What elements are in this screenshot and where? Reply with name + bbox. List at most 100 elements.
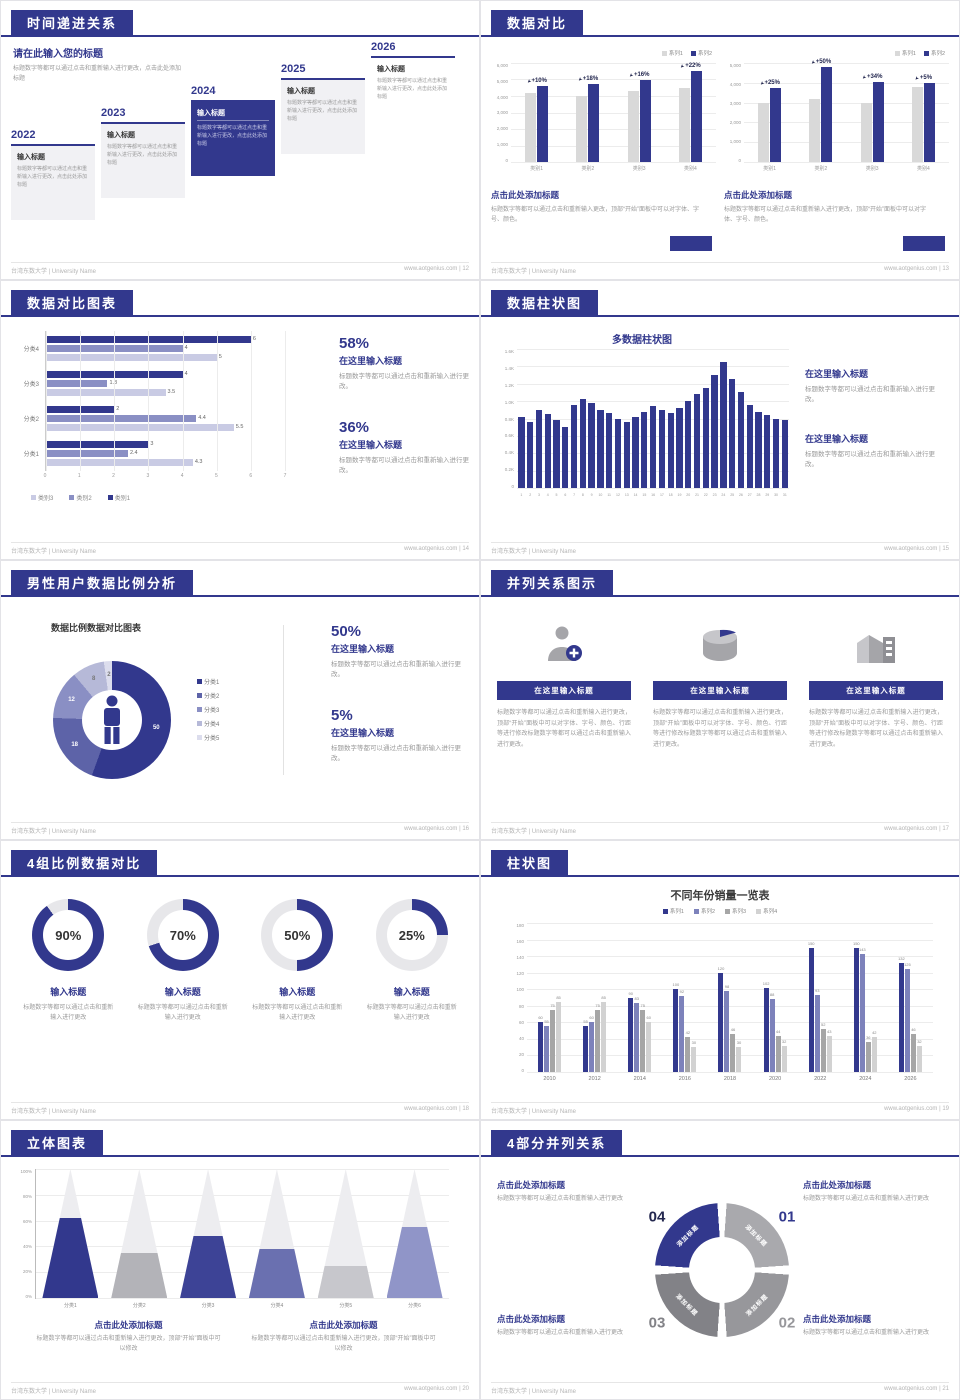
series1-bar — [678, 87, 690, 162]
footer-site-page: www.aotgenius.com | 18 — [404, 1106, 469, 1112]
value-label: 6 — [252, 335, 256, 342]
slice-label: 18 — [71, 742, 79, 749]
percent-callout: ➤+5% — [913, 74, 933, 82]
bar-slot: 6 — [561, 349, 570, 497]
milestone-card: 输入标题 标题数字等都可以通过点击和重新输入进行更改，点击此处添加标题 — [371, 58, 455, 132]
gridline — [527, 972, 933, 974]
slide-four-part-relationship: 4部分并列关系 添加标题 添加标题 添加标题 添加标题 01 02 03 04 点击此… — [481, 1121, 959, 1399]
bar — [737, 392, 745, 488]
series1-bar — [525, 92, 537, 162]
x-tick-label: 25 — [730, 493, 735, 497]
stat-heading: 在这里输入标题 — [805, 433, 869, 444]
legend-item: 系列2 — [693, 907, 715, 915]
y-tick-label: 0 — [505, 157, 508, 163]
bar: 30 — [736, 1041, 742, 1072]
y-tick-label: 140 — [516, 955, 524, 961]
bar-group: 150 143 36 42 2024 — [853, 923, 877, 1082]
intro-block: 请在此输入您的标题 标题数字等都可以通过点击和重新输入进行更改，点击此处添加标题 — [13, 45, 185, 84]
y-tick-label: 80 — [518, 1003, 524, 1009]
category-label: 分类4 — [23, 347, 39, 353]
bar-group: 2 4.4 5.5 — [46, 406, 285, 431]
bar — [772, 418, 780, 488]
bar: 44 — [775, 1029, 781, 1072]
bar — [764, 415, 771, 488]
value-label: 1.8 — [109, 379, 118, 386]
gridline — [511, 162, 716, 163]
ring-title: 输入标题 — [50, 987, 87, 997]
legend-label: 类别3 — [38, 496, 54, 502]
slide-header: 数据对比图表 — [1, 290, 479, 317]
footer-university: 台湾东数大学 | University Name — [491, 269, 576, 275]
bar-slot: 9 — [587, 349, 596, 497]
percent-callout: ➤+50% — [809, 58, 832, 66]
footer-site-page: www.aotgenius.com | 14 — [404, 546, 469, 552]
item-heading: 在这里输入标题 — [653, 681, 787, 700]
milestone-label: 输入标题 — [287, 88, 315, 95]
item-body: 标题数字等都可以通过点击和重新输入进行更改，顶部“开始”面板中可以对字体、字号、… — [497, 710, 631, 748]
bar: 60 — [646, 1016, 652, 1072]
x-tick-label: 1 — [77, 473, 81, 479]
intro-body: 标题数字等都可以通过点击和重新输入进行更改，点击此处添加标题 — [13, 66, 182, 82]
cone-slot: 分类3 — [180, 1169, 237, 1309]
cone-fill — [386, 1227, 443, 1298]
category-label: 分类3 — [23, 382, 39, 388]
legend-swatch — [756, 908, 762, 914]
category-axis: 分类4 分类3 分类2 分类1 — [17, 331, 43, 471]
footer-site-page: www.aotgenius.com | 21 — [884, 1386, 949, 1392]
bar — [693, 394, 701, 488]
circular-diagram: 添加标题 添加标题 添加标题 添加标题 — [655, 1203, 789, 1337]
y-axis: 100% 80% 60% 40% 20% 0% — [15, 1169, 35, 1299]
slice-label: 50 — [152, 724, 160, 731]
cone-fill — [317, 1265, 374, 1298]
bar: 60 — [589, 1016, 595, 1072]
x-tick-label: 5 — [555, 493, 558, 497]
slide-header: 4部分并列关系 — [481, 1130, 959, 1157]
gridline — [36, 1169, 449, 1170]
gridline — [250, 331, 252, 471]
series1-bar — [758, 102, 770, 162]
gridline — [36, 1194, 449, 1196]
bar-row: 3.5 — [46, 389, 285, 396]
gridline — [527, 1038, 933, 1040]
value-label: 143 — [858, 946, 866, 952]
x-tick-label: 28 — [756, 493, 761, 497]
x-tick-label: 24 — [721, 493, 726, 497]
bar-group: 150 93 52 43 2022 — [808, 923, 832, 1082]
male-person-icon — [104, 695, 120, 744]
footer-site-page: www.aotgenius.com | 20 — [404, 1386, 469, 1392]
value-label: 90 — [628, 990, 633, 996]
donut-chart: 50 18 12 8 2 — [53, 661, 171, 779]
value-label: 4 — [184, 370, 188, 377]
gridline — [36, 1220, 449, 1222]
legend-item: 分类2 — [197, 691, 219, 700]
chart-legend: 类别3 类别2 类别1 — [31, 493, 130, 502]
parallel-item: 在这里输入标题 标题数字等都可以通过点击和重新输入进行更改，顶部“开始”面板中可… — [651, 617, 789, 750]
value-label: 60 — [589, 1015, 594, 1021]
bar-group: ➤+5% 类别4 — [903, 63, 944, 172]
gridline — [36, 1298, 449, 1299]
stat-body: 标题数字等都可以通过点击和重新输入进行更改。 — [805, 386, 935, 404]
series2-bar — [770, 87, 782, 162]
bar-group: 60 55 75 85 2010 — [538, 923, 562, 1082]
bar: 88 — [769, 993, 775, 1072]
milestone-body: 标题数字等都可以通过点击和重新输入进行更改，点击此处添加标题 — [377, 78, 448, 100]
stat-block: 在这里输入标题 标题数字等都可以通过点击和重新输入进行更改。 — [805, 367, 943, 406]
bar-row: 5.5 — [46, 424, 285, 431]
bar — [606, 413, 613, 488]
x-tick-label: 10 — [598, 493, 603, 497]
bar-slot: 28 — [754, 349, 763, 497]
progress-ring: 50% — [261, 899, 334, 971]
milestone-card: 输入标题 标题数字等都可以通过点击和重新输入进行更改，点击此处添加标题 — [191, 102, 275, 176]
bar — [46, 441, 149, 448]
ring-item: 25% 输入标题 标题数字等都可以通过点击和重新输入进行更改 — [361, 899, 463, 1023]
legend-item: 分类3 — [197, 705, 219, 714]
gridline — [527, 1055, 933, 1057]
bar-pair — [860, 63, 884, 162]
bar — [46, 459, 193, 466]
bar: 125 — [904, 962, 911, 1072]
donut-center — [82, 690, 142, 750]
value-label: 2 — [116, 405, 120, 412]
footer-university: 台湾东数大学 | University Name — [491, 1109, 576, 1115]
cursor-arrow-icon: ➤ — [678, 62, 686, 71]
note-body: 标题数字等都可以通过点击和重新输入进行更改，顶部“开始”面板中可以修改 — [36, 1336, 221, 1352]
